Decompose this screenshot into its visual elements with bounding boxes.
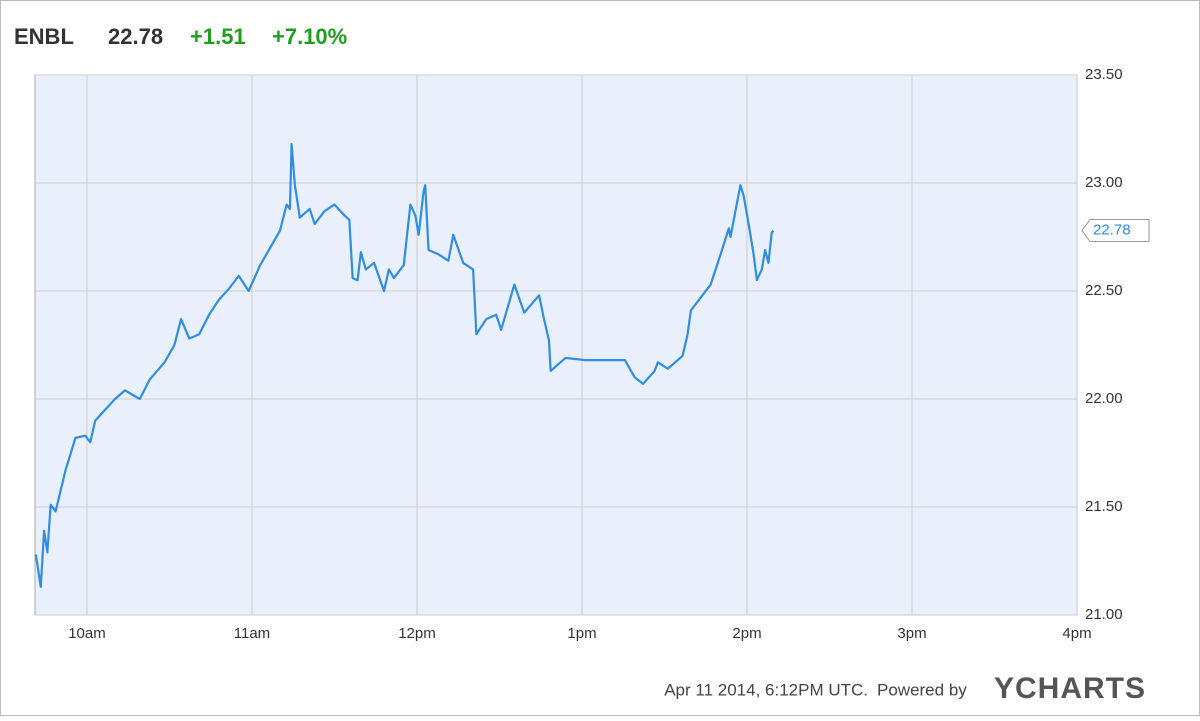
change: +1.51	[190, 24, 246, 49]
y-tick-label: 23.50	[1085, 66, 1123, 83]
price-line	[34, 143, 775, 589]
price: 22.78	[108, 24, 163, 49]
powered-by: Powered by	[877, 680, 967, 699]
y-tick-label: 21.00	[1085, 606, 1123, 623]
x-tick-label: 1pm	[567, 625, 596, 642]
x-tick-label: 4pm	[1062, 625, 1091, 642]
plot-area	[34, 74, 1078, 616]
y-tick-label: 22.50	[1085, 282, 1123, 299]
change-percent: +7.10%	[272, 24, 347, 49]
x-tick-label: 12pm	[398, 625, 436, 642]
last-value-label: 22.78	[1093, 221, 1131, 238]
timestamp: Apr 11 2014, 6:12PM UTC.	[664, 680, 868, 699]
symbol: ENBL	[14, 24, 74, 49]
y-tick-label: 21.50	[1085, 498, 1123, 515]
last-value-box	[1081, 219, 1150, 243]
x-tick-label: 11am	[234, 625, 270, 642]
brand-logo: YCHARTS	[994, 672, 1146, 705]
x-tick-label: 10am	[68, 625, 106, 642]
x-tick-label: 2pm	[732, 625, 761, 642]
y-tick-label: 23.00	[1085, 174, 1123, 191]
y-tick-label: 22.00	[1085, 390, 1123, 407]
x-tick-label: 3pm	[897, 625, 926, 642]
